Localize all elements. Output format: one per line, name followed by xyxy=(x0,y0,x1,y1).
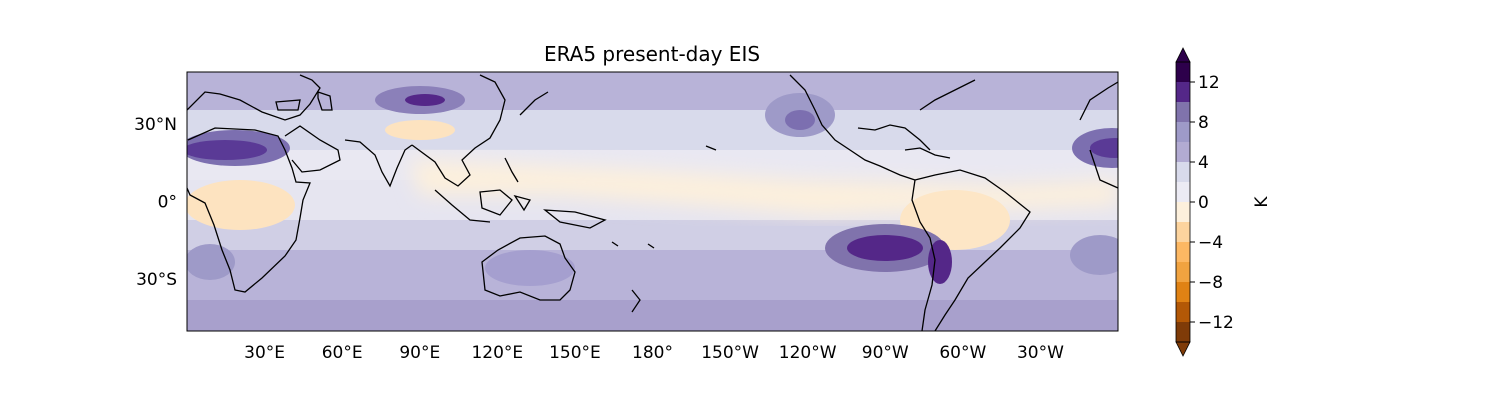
coastlines xyxy=(187,74,1118,331)
y-axis-ticks: 30°N 0° 30°S xyxy=(134,115,177,290)
colorbar-segment xyxy=(1176,162,1190,182)
x-tick-label: 60°E xyxy=(322,343,363,363)
colorbar-segment xyxy=(1176,182,1190,202)
colorbar-segment xyxy=(1176,322,1190,342)
x-tick-label: 150°W xyxy=(701,343,759,363)
x-axis-ticks: 30°E 60°E 90°E 120°E 150°E 180° 150°W 120°W 90°W… xyxy=(244,343,1064,363)
y-tick-label: 30°S xyxy=(136,270,177,290)
x-tick-label: 30°W xyxy=(1017,343,1064,363)
colorbar-segment xyxy=(1176,62,1190,82)
colorbar-tick-label: −4 xyxy=(1198,233,1223,253)
colorbar-tick-label: 0 xyxy=(1198,193,1209,213)
colorbar-label: K xyxy=(1252,196,1272,208)
y-tick-label: 0° xyxy=(158,193,177,213)
x-tick-label: 120°E xyxy=(471,343,523,363)
eis-field xyxy=(187,86,1118,331)
colorbar-extend-min xyxy=(1175,341,1191,357)
x-tick-label: 60°W xyxy=(939,343,986,363)
colorbar: 12 8 4 0 −4 −8 −12 xyxy=(1175,47,1234,357)
eis-map xyxy=(187,72,1118,331)
x-tick-label: 30°E xyxy=(244,343,285,363)
colorbar-tick-label: −8 xyxy=(1198,273,1223,293)
x-tick-label: 120°W xyxy=(779,343,837,363)
colorbar-segment xyxy=(1176,222,1190,242)
colorbar-segment xyxy=(1176,302,1190,322)
y-tick-label: 30°N xyxy=(134,115,177,135)
x-tick-label: 90°W xyxy=(862,343,909,363)
colorbar-segment xyxy=(1176,122,1190,142)
colorbar-segment xyxy=(1176,142,1190,162)
chart-title: ERA5 present-day EIS xyxy=(543,42,761,66)
colorbar-segment xyxy=(1176,202,1190,222)
colorbar-tick-label: 8 xyxy=(1198,113,1209,133)
colorbar-segment xyxy=(1176,102,1190,122)
colorbar-tick-label: −12 xyxy=(1198,313,1234,333)
colorbar-segment xyxy=(1176,242,1190,262)
colorbar-extend-max xyxy=(1175,47,1191,63)
x-tick-label: 150°E xyxy=(549,343,601,363)
colorbar-segment xyxy=(1176,282,1190,302)
colorbar-tick-label: 12 xyxy=(1198,73,1220,93)
x-tick-label: 180° xyxy=(632,343,673,363)
x-tick-label: 90°E xyxy=(399,343,440,363)
colorbar-tick-label: 4 xyxy=(1198,153,1209,173)
colorbar-segment xyxy=(1176,262,1190,282)
map-frame xyxy=(186,71,1119,332)
colorbar-segment xyxy=(1176,82,1190,102)
